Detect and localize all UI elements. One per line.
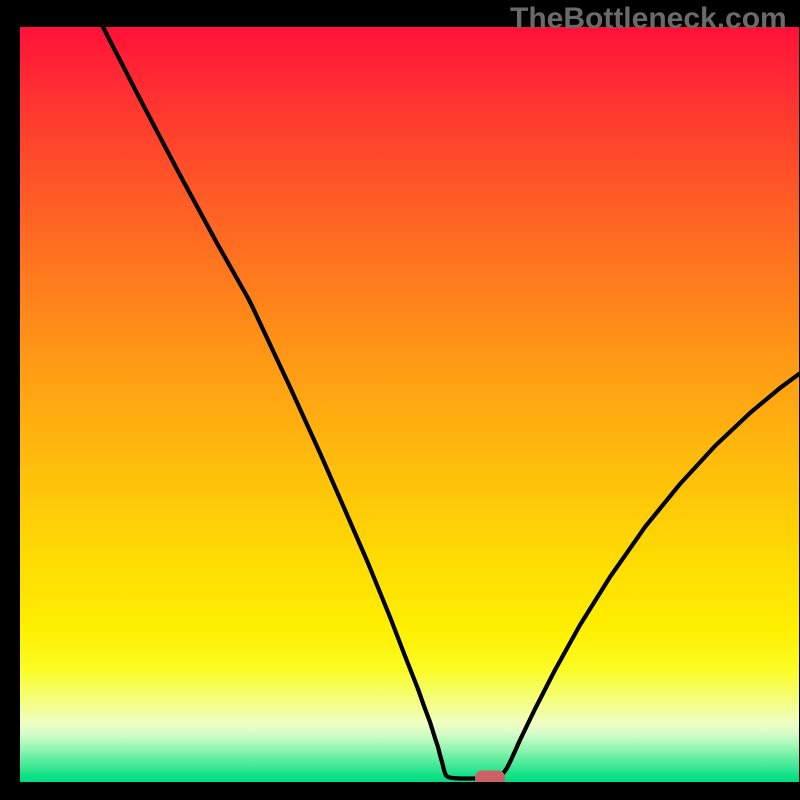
watermark-text: TheBottleneck.com [510, 2, 787, 36]
frame-border [0, 0, 20, 800]
frame-border [0, 782, 800, 800]
plot-gradient-area [20, 27, 799, 782]
